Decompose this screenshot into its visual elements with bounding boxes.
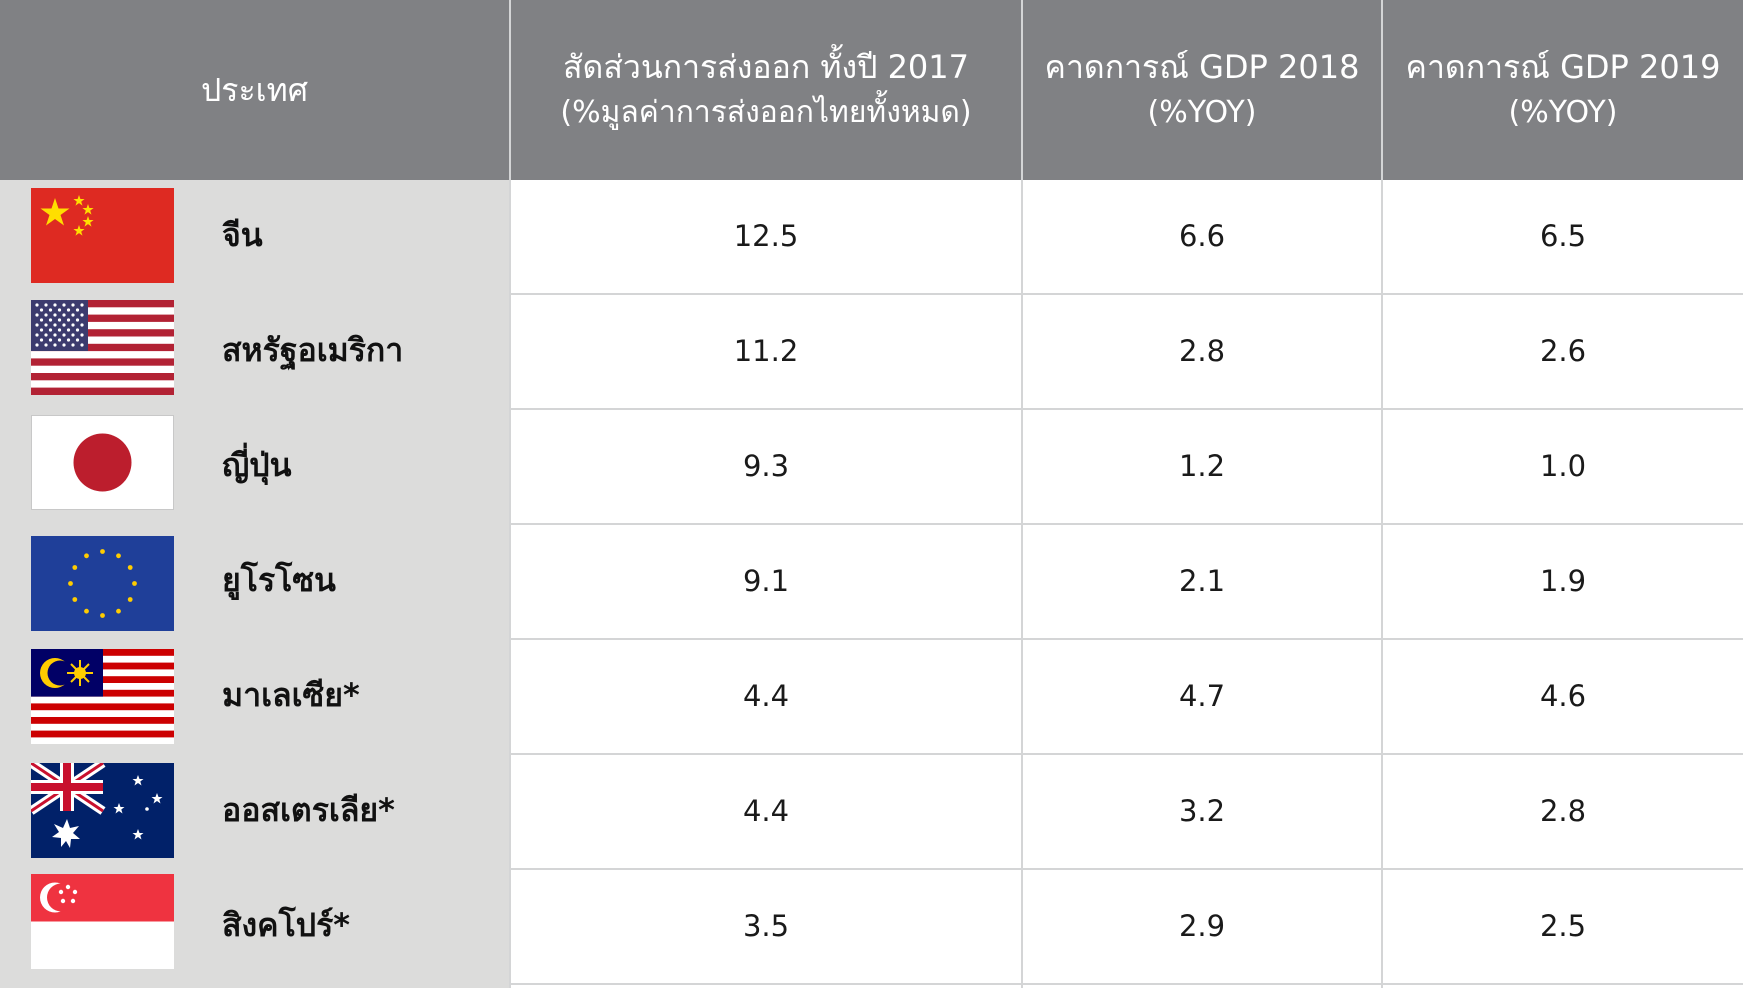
- column-divider: [1021, 0, 1023, 988]
- country-name: มาเลเซีย*: [222, 676, 360, 714]
- header-gdp-2019: คาดการณ์ GDP 2019 (%YOY): [1383, 0, 1743, 180]
- header-export-share: สัดส่วนการส่งออก ทั้งปี 2017 (%มูลค่าการ…: [511, 0, 1021, 180]
- country-name: จีน: [222, 216, 263, 254]
- table-row: จีน 12.5 6.6 6.5: [0, 178, 1743, 293]
- row-divider: [509, 868, 1743, 870]
- australia-flag-icon: [31, 763, 174, 858]
- row-divider: [509, 983, 1743, 985]
- gdp-2019-value: 4.6: [1539, 678, 1587, 713]
- gdp-2018-value: 6.6: [1178, 218, 1226, 253]
- row-divider: [509, 293, 1743, 295]
- row-divider: [509, 523, 1743, 525]
- gdp-2019-value: 1.9: [1539, 563, 1587, 598]
- export-share-value: 3.5: [742, 908, 790, 943]
- header-gdp-2019-title: คาดการณ์ GDP 2019: [1405, 48, 1721, 86]
- table-row: สหรัฐอเมริกา 11.2 2.8 2.6: [0, 293, 1743, 408]
- gdp-2018-value: 2.9: [1178, 908, 1226, 943]
- row-divider: [509, 408, 1743, 410]
- row-divider: [509, 638, 1743, 640]
- column-divider: [1381, 0, 1383, 988]
- gdp-2019-value: 6.5: [1539, 218, 1587, 253]
- header-export-share-title: สัดส่วนการส่งออก ทั้งปี 2017: [563, 48, 969, 86]
- header-gdp-2019-unit: (%YOY): [1508, 95, 1618, 130]
- gdp-2018-value: 2.1: [1178, 563, 1226, 598]
- gdp-2018-value: 4.7: [1178, 678, 1226, 713]
- header-export-share-unit: (%มูลค่าการส่งออกไทยทั้งหมด): [560, 95, 972, 130]
- export-share-value: 4.4: [742, 678, 790, 713]
- export-share-value: 9.3: [742, 448, 790, 483]
- export-share-value: 9.1: [742, 563, 790, 598]
- gdp-2018-value: 3.2: [1178, 793, 1226, 828]
- singapore-flag-icon: [31, 874, 174, 969]
- table-row: ญี่ปุ่น 9.3 1.2 1.0: [0, 408, 1743, 523]
- gdp-2019-value: 1.0: [1539, 448, 1587, 483]
- japan-flag-icon: [31, 415, 174, 510]
- header-country: ประเทศ: [0, 0, 509, 180]
- gdp-2019-value: 2.6: [1539, 333, 1587, 368]
- export-share-value: 11.2: [733, 333, 799, 368]
- gdp-2018-value: 1.2: [1178, 448, 1226, 483]
- export-share-value: 12.5: [733, 218, 799, 253]
- country-name: ออสเตรเลีย*: [222, 791, 395, 829]
- row-divider: [509, 753, 1743, 755]
- table-row: มาเลเซีย* 4.4 4.7 4.6: [0, 638, 1743, 753]
- table-row: สิงคโปร์* 3.5 2.9 2.5: [0, 868, 1743, 983]
- gdp-2019-value: 2.8: [1539, 793, 1587, 828]
- malaysia-flag-icon: [31, 649, 174, 744]
- table-header: [0, 0, 1743, 180]
- column-divider: [509, 0, 511, 988]
- export-share-value: 4.4: [742, 793, 790, 828]
- table-row: ยูโรโซน 9.1 2.1 1.9: [0, 523, 1743, 638]
- header-gdp-2018-unit: (%YOY): [1147, 95, 1257, 130]
- usa-flag-icon: [31, 300, 174, 395]
- china-flag-icon: [31, 188, 174, 283]
- country-name: สหรัฐอเมริกา: [222, 331, 404, 369]
- header-gdp-2018-title: คาดการณ์ GDP 2018: [1044, 48, 1360, 86]
- table-row: ออสเตรเลีย* 4.4 3.2 2.8: [0, 753, 1743, 868]
- country-name: ญี่ปุ่น: [222, 446, 292, 484]
- country-name: สิงคโปร์*: [222, 906, 350, 944]
- gdp-2019-value: 2.5: [1539, 908, 1587, 943]
- header-country-label: ประเทศ: [200, 71, 309, 109]
- header-gdp-2018: คาดการณ์ GDP 2018 (%YOY): [1023, 0, 1381, 180]
- country-name: ยูโรโซน: [222, 561, 336, 599]
- gdp-2018-value: 2.8: [1178, 333, 1226, 368]
- eu-flag-icon: [31, 536, 174, 631]
